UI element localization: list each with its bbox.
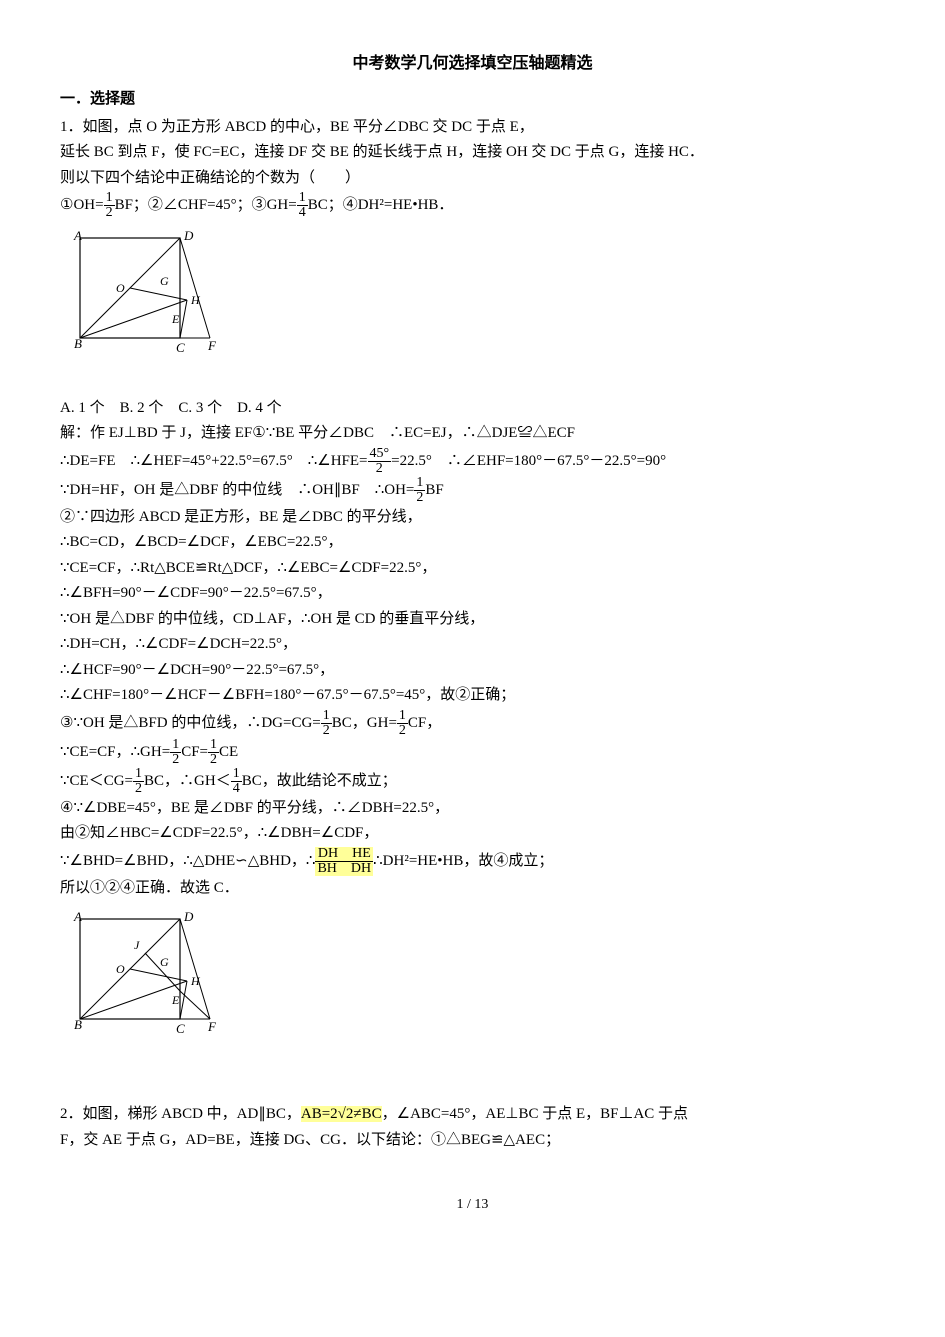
sol-line-11: ∴∠CHF=180°－∠HCF－∠BFH=180°－67.5°－67.5°=45… bbox=[60, 683, 885, 709]
q1-options: A. 1 个 B. 2 个 C. 3 个 D. 4 个 bbox=[60, 396, 885, 422]
q1-line2: 延长 BC 到点 F，使 FC=EC，连接 DF 交 BE 的延长线于点 H，连… bbox=[60, 140, 885, 166]
svg-text:F: F bbox=[207, 1019, 217, 1034]
text: ③∵OH 是△BFD 的中位线，∴DG=CG= bbox=[60, 715, 321, 731]
text: ∵DH=HF，OH 是△DBF 的中位线 ∴OH∥BF ∴OH= bbox=[60, 482, 414, 498]
text: ∴DH²=HE•HB，故④成立； bbox=[373, 853, 553, 869]
sol-line-12: ③∵OH 是△BFD 的中位线，∴DG=CG=12BC，GH=12CF， bbox=[60, 709, 885, 738]
sol-line-2: ∴DE=FE ∴∠HEF=45°+22.5°=67.5° ∴∠HFE=45°2=… bbox=[60, 447, 885, 476]
svg-text:E: E bbox=[171, 312, 180, 326]
fraction-half: 12 bbox=[208, 738, 219, 767]
sol-line-6: ∵CE=CF，∴Rt△BCE≌Rt△DCF，∴∠EBC=∠CDF=22.5°， bbox=[60, 556, 885, 582]
sol-line-15: ④∵∠DBE=45°，BE 是∠DBF 的平分线，∴∠DBH=22.5°， bbox=[60, 796, 885, 822]
section-heading: 一．选择题 bbox=[60, 87, 885, 113]
sol-line-18: 所以①②④正确．故选 C． bbox=[60, 876, 885, 902]
q2-line2: F，交 AE 于点 G，AD=BE，连接 DG、CG．以下结论：①△BEG≌△A… bbox=[60, 1128, 885, 1154]
text: ∵∠BHD=∠BHD，∴△DHE∽△BHD，∴ bbox=[60, 853, 315, 869]
svg-text:O: O bbox=[116, 281, 125, 295]
page-number: 1 / 13 bbox=[60, 1193, 885, 1217]
sol-line-8: ∵OH 是△DBF 的中位线，CD⊥AF，∴OH 是 CD 的垂直平分线， bbox=[60, 607, 885, 633]
sol-line-3: ∵DH=HF，OH 是△DBF 的中位线 ∴OH∥BF ∴OH=12BF bbox=[60, 476, 885, 505]
sol-line-14: ∵CE＜CG=12BC，∴GH＜14BC，故此结论不成立； bbox=[60, 767, 885, 796]
sol-line-17: ∵∠BHD=∠BHD，∴△DHE∽△BHD，∴DH HEBH DH∴DH²=HE… bbox=[60, 847, 885, 876]
text: ，∠ABC=45°，AE⊥BC 于点 E，BF⊥AC 于点 bbox=[382, 1106, 688, 1122]
fraction-quarter: 14 bbox=[231, 767, 242, 796]
sol-line-13: ∵CE=CF，∴GH=12CF=12CE bbox=[60, 738, 885, 767]
svg-text:D: D bbox=[183, 909, 194, 924]
sol-line-9: ∴DH=CH，∴∠CDF=∠DCH=22.5°， bbox=[60, 632, 885, 658]
fraction-half: 12 bbox=[104, 191, 115, 220]
diagram-2: A B C D E F G H J O bbox=[60, 909, 885, 1069]
text: CF= bbox=[181, 744, 208, 760]
fraction-half: 12 bbox=[133, 767, 144, 796]
text: BF bbox=[425, 482, 443, 498]
q1-conclusions: ①OH=12BF；②∠CHF=45°；③GH=14BC；④DH²=HE•HB． bbox=[60, 191, 885, 220]
text: BC，∴GH＜ bbox=[144, 773, 231, 789]
text: CF， bbox=[408, 715, 441, 731]
text: ∵CE＜CG= bbox=[60, 773, 133, 789]
svg-text:C: C bbox=[176, 1021, 185, 1036]
text: BC，故此结论不成立； bbox=[242, 773, 397, 789]
sol-line-5: ∴BC=CD，∠BCD=∠DCF，∠EBC=22.5°， bbox=[60, 530, 885, 556]
diagram-1: A B C D E F G H O bbox=[60, 228, 885, 388]
svg-text:G: G bbox=[160, 955, 169, 969]
svg-text:B: B bbox=[74, 336, 82, 351]
text: BF；②∠CHF=45°；③GH= bbox=[115, 197, 297, 213]
fraction-half: 12 bbox=[397, 709, 408, 738]
text: ∵CE=CF，∴GH= bbox=[60, 744, 170, 760]
sol-line-4: ②∵四边形 ABCD 是正方形，BE 是∠DBC 的平分线， bbox=[60, 505, 885, 531]
highlight: AB=2√2≠BC bbox=[301, 1106, 382, 1122]
fraction-half: 12 bbox=[414, 476, 425, 505]
text: 2．如图，梯形 ABCD 中，AD∥BC， bbox=[60, 1106, 301, 1122]
svg-text:H: H bbox=[190, 974, 201, 988]
svg-text:C: C bbox=[176, 340, 185, 355]
q2-line1: 2．如图，梯形 ABCD 中，AD∥BC，AB=2√2≠BC，∠ABC=45°，… bbox=[60, 1102, 885, 1128]
text: BC；④DH²=HE•HB． bbox=[308, 197, 454, 213]
page-title: 中考数学几何选择填空压轴题精选 bbox=[60, 50, 885, 77]
svg-text:D: D bbox=[183, 228, 194, 243]
fraction-quarter: 14 bbox=[297, 191, 308, 220]
svg-text:A: A bbox=[73, 228, 82, 243]
q1-line1: 1．如图，点 O 为正方形 ABCD 的中心，BE 平分∠DBC 交 DC 于点… bbox=[60, 115, 885, 141]
text: BC，GH= bbox=[332, 715, 397, 731]
svg-text:E: E bbox=[171, 993, 180, 1007]
svg-text:A: A bbox=[73, 909, 82, 924]
fraction-half: 12 bbox=[170, 738, 181, 767]
text: ∴DE=FE ∴∠HEF=45°+22.5°=67.5° ∴∠HFE= bbox=[60, 453, 368, 469]
svg-text:G: G bbox=[160, 274, 169, 288]
q1-line3: 则以下四个结论中正确结论的个数为（ ） bbox=[60, 166, 885, 192]
svg-text:F: F bbox=[207, 338, 217, 353]
sol-line-16: 由②知∠HBC=∠CDF=22.5°，∴∠DBH=∠CDF， bbox=[60, 821, 885, 847]
svg-text:H: H bbox=[190, 293, 201, 307]
fraction-dh-bh: DH HEBH DH bbox=[315, 847, 373, 876]
text: CE bbox=[219, 744, 238, 760]
text: =22.5° ∴∠EHF=180°－67.5°－22.5°=90° bbox=[391, 453, 666, 469]
svg-text:B: B bbox=[74, 1017, 82, 1032]
svg-text:O: O bbox=[116, 962, 125, 976]
fraction-half: 12 bbox=[321, 709, 332, 738]
sol-line-1: 解：作 EJ⊥BD 于 J，连接 EF①∵BE 平分∠DBC ∴EC=EJ，∴△… bbox=[60, 421, 885, 447]
text: ①OH= bbox=[60, 197, 104, 213]
sol-line-10: ∴∠HCF=90°－∠DCH=90°－22.5°=67.5°， bbox=[60, 658, 885, 684]
svg-text:J: J bbox=[134, 938, 140, 952]
sol-line-7: ∴∠BFH=90°－∠CDF=90°－22.5°=67.5°， bbox=[60, 581, 885, 607]
fraction-45-2: 45°2 bbox=[368, 447, 392, 476]
